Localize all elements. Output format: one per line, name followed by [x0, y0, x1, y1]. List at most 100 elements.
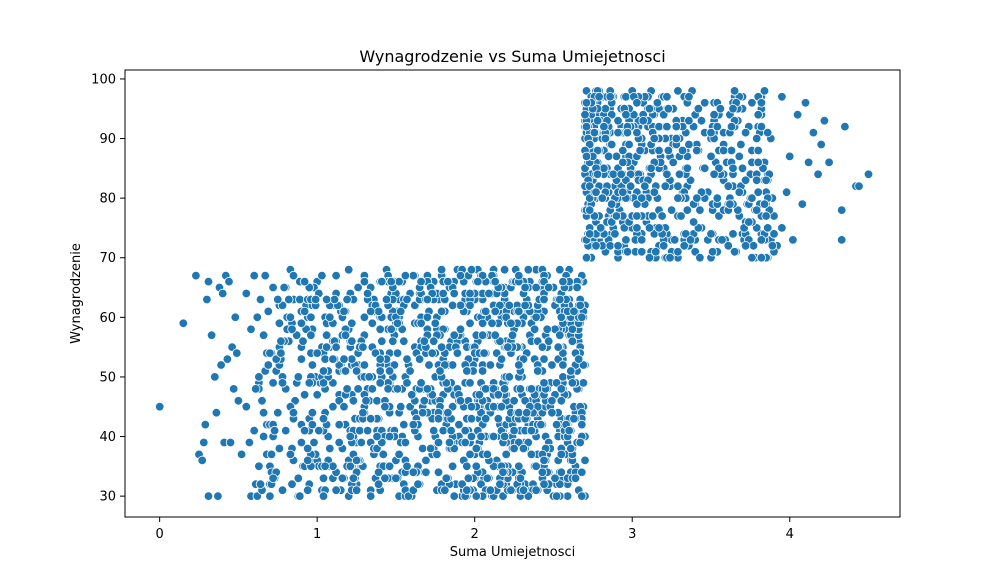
data-point	[662, 121, 672, 132]
data-point	[729, 86, 740, 96]
data-point	[296, 354, 307, 364]
data-point	[816, 139, 826, 150]
data-point	[514, 461, 524, 472]
data-point	[471, 461, 482, 472]
data-point	[366, 414, 376, 424]
data-point	[250, 384, 261, 394]
data-point	[526, 384, 537, 394]
data-point	[318, 473, 329, 484]
data-point	[506, 318, 516, 329]
x-tick-label: 0	[156, 527, 164, 542]
data-point	[692, 145, 702, 156]
data-point	[644, 103, 655, 114]
data-point	[210, 372, 220, 382]
data-point	[613, 115, 623, 126]
data-point	[276, 348, 286, 358]
data-point	[465, 378, 475, 388]
data-point	[752, 133, 762, 144]
data-point	[351, 366, 362, 376]
data-point	[769, 229, 779, 239]
data-point	[339, 306, 349, 317]
data-point	[277, 378, 288, 388]
data-point	[287, 479, 297, 489]
data-point	[252, 312, 262, 323]
data-point	[624, 139, 634, 150]
data-point	[709, 109, 719, 120]
data-point	[307, 408, 318, 418]
data-point	[509, 443, 519, 454]
data-point	[312, 390, 322, 400]
data-point	[328, 461, 338, 472]
data-point	[304, 378, 315, 388]
data-point	[706, 229, 716, 239]
data-point	[298, 336, 308, 346]
x-tick-label: 4	[786, 527, 794, 542]
data-point	[419, 336, 430, 346]
y-tick-label: 30	[99, 490, 116, 505]
data-point	[495, 479, 505, 489]
data-point	[178, 318, 189, 329]
data-point	[329, 294, 340, 305]
data-point	[381, 294, 392, 305]
data-point	[509, 425, 519, 436]
data-point	[407, 390, 417, 400]
data-point	[287, 324, 297, 335]
data-point	[233, 396, 244, 406]
y-tick-label: 70	[99, 251, 116, 266]
data-point	[562, 491, 573, 501]
data-point	[663, 145, 674, 156]
data-point	[544, 282, 554, 293]
data-point	[421, 455, 431, 466]
data-point	[471, 491, 482, 501]
data-point	[421, 467, 431, 478]
data-point	[663, 103, 674, 114]
data-point	[673, 247, 683, 257]
data-point	[572, 282, 582, 293]
data-point	[622, 127, 633, 138]
data-point	[255, 479, 266, 489]
data-point	[490, 276, 500, 287]
data-point	[348, 396, 359, 406]
data-point	[547, 396, 557, 406]
data-point	[293, 473, 304, 484]
data-point	[621, 92, 631, 102]
data-point	[433, 437, 444, 448]
data-point	[657, 211, 667, 221]
data-point	[665, 253, 675, 263]
data-point	[378, 449, 389, 460]
data-point	[659, 241, 669, 251]
data-point	[518, 485, 529, 495]
data-point	[638, 115, 648, 126]
data-point	[342, 294, 352, 305]
data-point	[734, 151, 745, 162]
data-point	[274, 443, 285, 454]
data-point	[637, 235, 647, 245]
data-point	[522, 408, 532, 418]
data-point	[383, 384, 393, 394]
data-point	[249, 270, 259, 281]
data-point	[531, 461, 541, 472]
data-point	[373, 479, 384, 489]
data-point	[763, 223, 773, 233]
data-point	[607, 139, 617, 150]
data-point	[740, 241, 751, 251]
data-point	[284, 294, 294, 305]
data-point	[268, 282, 278, 293]
data-point	[575, 437, 585, 448]
data-point	[723, 181, 734, 191]
data-point	[632, 127, 642, 138]
data-point	[353, 282, 363, 293]
data-point	[539, 378, 549, 388]
data-point	[303, 485, 313, 495]
data-point	[438, 425, 448, 436]
data-point	[263, 306, 274, 317]
data-point	[592, 169, 603, 180]
data-point	[700, 163, 710, 174]
data-point	[465, 318, 475, 329]
data-point	[216, 360, 226, 370]
data-point	[465, 449, 475, 460]
data-point	[444, 437, 455, 448]
data-point	[236, 449, 247, 460]
data-point	[293, 372, 304, 382]
data-point	[362, 288, 373, 299]
